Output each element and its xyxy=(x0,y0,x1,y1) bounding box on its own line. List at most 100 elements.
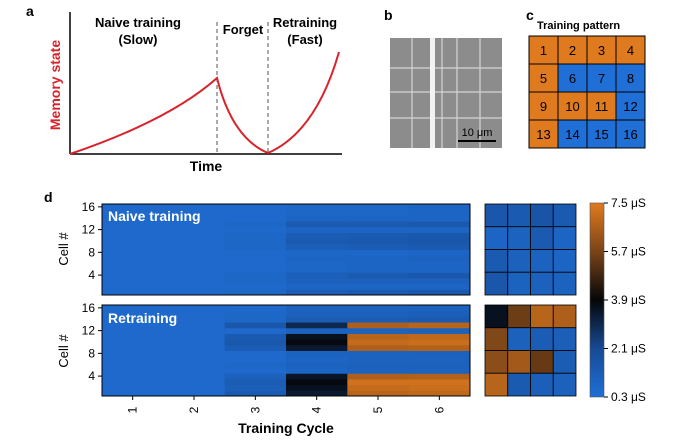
heatmap-cell xyxy=(163,378,226,386)
x-tick-label: 5 xyxy=(371,406,385,413)
heatmap-cell xyxy=(286,215,348,222)
heatmap-cell xyxy=(286,283,348,290)
heatmap-cell xyxy=(102,310,164,317)
heatmap-cell xyxy=(408,356,471,363)
heatmap-cell xyxy=(286,232,348,239)
heatmap-cell xyxy=(224,232,287,239)
heatmap-cell xyxy=(286,204,348,211)
pattern-map-cell xyxy=(484,304,509,329)
heatmap-cell xyxy=(286,361,348,369)
pattern-cell-12 xyxy=(615,91,646,121)
pattern-cell-16 xyxy=(615,119,646,149)
heatmap-cell xyxy=(408,272,471,279)
heatmap-cell xyxy=(102,221,164,228)
heatmap-cell xyxy=(163,209,226,216)
heatmap-cell xyxy=(286,350,348,357)
heatmap-cell xyxy=(224,260,287,268)
heatmap-cell xyxy=(224,209,287,216)
heatmap-cell xyxy=(347,305,410,312)
heatmap-cell xyxy=(286,356,348,363)
heatmap-cell xyxy=(286,266,348,273)
heatmap-cell xyxy=(408,327,471,334)
colorbar-tick-label: 7.5 μS xyxy=(611,196,646,210)
pattern-map-cell xyxy=(484,203,509,228)
heatmap-cell xyxy=(102,316,164,323)
heatmap-cell xyxy=(163,367,226,374)
heatmap-cell xyxy=(163,390,226,397)
heatmap-cell xyxy=(286,249,348,256)
heatmap-cell xyxy=(286,367,348,374)
heatmap-cell xyxy=(163,327,226,334)
heatmap-cell xyxy=(224,226,287,233)
pattern-map-cell xyxy=(484,327,509,351)
pattern-map-cell xyxy=(530,226,554,250)
pattern-cell-13 xyxy=(528,119,559,149)
pattern-map-cell xyxy=(530,350,554,374)
heatmap-cell xyxy=(224,283,287,290)
pattern-cell-number: 1 xyxy=(540,43,547,58)
heatmap-naive xyxy=(101,203,471,296)
heatmap-cell xyxy=(224,277,287,285)
heatmap-cell xyxy=(408,209,471,216)
heatmap-cell xyxy=(163,339,226,346)
y-tick-label: 8 xyxy=(88,245,95,259)
y-tick-label: 16 xyxy=(82,301,96,315)
heatmap-cell xyxy=(286,378,348,386)
y-ticks-retraining: 4 8 12 16 xyxy=(82,301,102,383)
x-tick-label: 2 xyxy=(187,406,201,413)
pattern-map-cell xyxy=(552,304,577,329)
heatmap-cell xyxy=(347,249,410,256)
heatmap-cell xyxy=(347,226,410,233)
heatmap-retraining xyxy=(101,304,471,397)
heatmap-cell xyxy=(347,266,410,273)
pattern-map-cell xyxy=(484,249,509,273)
pattern-cell-number: 9 xyxy=(540,99,547,114)
panel-a-y-label: Memory state xyxy=(47,40,63,130)
pattern-map-cell xyxy=(552,350,577,374)
heatmap-cell xyxy=(347,221,410,228)
heatmap-cell xyxy=(347,277,410,285)
heatmap-cell xyxy=(408,238,471,245)
heatmap-cell xyxy=(163,356,226,363)
heatmap-cell xyxy=(102,249,164,256)
panel-c-label: c xyxy=(526,7,534,23)
heatmap-cell xyxy=(224,327,287,334)
heatmap-cell xyxy=(102,350,164,357)
heatmap-cell xyxy=(286,390,348,397)
y-tick-label: 12 xyxy=(82,324,96,338)
x-tick-label: 4 xyxy=(310,406,324,413)
heatmap-cell xyxy=(408,232,471,239)
heatmap-cell xyxy=(102,283,164,290)
heatmap-cell xyxy=(163,289,226,296)
heatmap-cell xyxy=(163,260,226,268)
heatmap-cell xyxy=(408,260,471,268)
heatmap-cell xyxy=(102,378,164,386)
heatmap-cell xyxy=(102,305,164,312)
pattern-cell-number: 6 xyxy=(569,71,576,86)
heatmap-cell xyxy=(286,209,348,216)
heatmap-cell xyxy=(102,390,164,397)
heatmap-cell xyxy=(224,305,287,312)
sem-bright-electrode xyxy=(430,38,435,148)
heatmap-cell xyxy=(102,260,164,268)
heatmap-cell xyxy=(408,367,471,374)
heatmap-cell xyxy=(224,373,287,380)
heatmap-cell xyxy=(408,255,471,262)
pattern-map-cell xyxy=(552,203,577,228)
panel-c-title: Training pattern xyxy=(537,20,620,32)
heatmap-cell xyxy=(347,367,410,374)
colorbar-tick-label: 3.9 μS xyxy=(611,293,646,307)
pattern-map-cell xyxy=(530,203,554,228)
heatmap-cell xyxy=(408,215,471,222)
heatmap-cell xyxy=(163,344,226,351)
heatmap-cell xyxy=(224,361,287,369)
heatmap-cell xyxy=(102,277,164,285)
pattern-map-cell xyxy=(507,249,531,273)
pattern-map-cell xyxy=(530,372,554,397)
heatmap-cell xyxy=(347,361,410,369)
heatmap-cell xyxy=(102,226,164,233)
